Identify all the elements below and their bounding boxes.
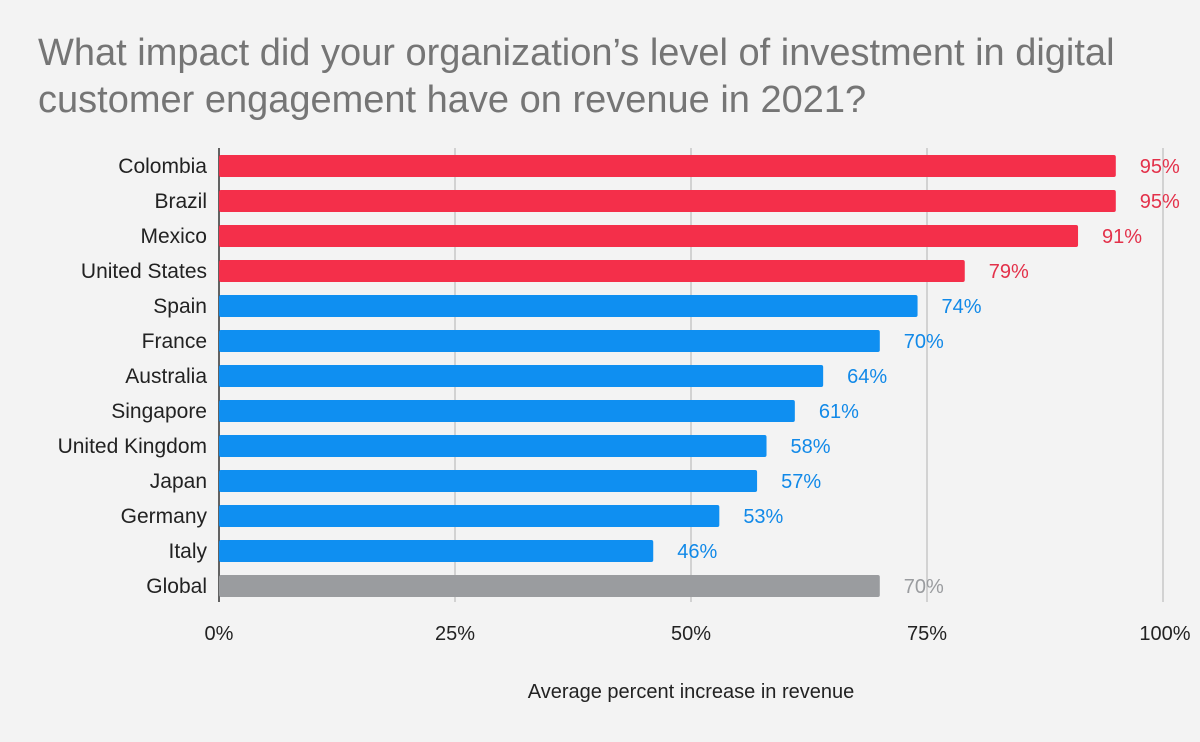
category-label: Global bbox=[146, 575, 207, 598]
value-label: 61% bbox=[819, 401, 859, 423]
bar bbox=[219, 470, 758, 492]
bar bbox=[219, 575, 880, 597]
bar bbox=[219, 225, 1079, 247]
category-label: Italy bbox=[168, 540, 207, 563]
chart-title: What impact did your organization’s leve… bbox=[38, 32, 1115, 121]
category-labels: Colombia Brazil Mexico United States Spain Fr… bbox=[58, 155, 208, 598]
x-tick-label: 25% bbox=[435, 623, 475, 645]
category-label: Australia bbox=[125, 365, 207, 388]
bar bbox=[219, 435, 767, 457]
bar bbox=[219, 330, 880, 352]
x-tick-label: 75% bbox=[907, 623, 947, 645]
value-label: 70% bbox=[904, 576, 944, 598]
bar bbox=[219, 365, 824, 387]
value-label: 79% bbox=[989, 261, 1029, 283]
value-label: 74% bbox=[942, 296, 982, 318]
bar bbox=[219, 260, 965, 282]
value-label: 53% bbox=[743, 506, 783, 528]
category-label: Germany bbox=[121, 505, 208, 528]
value-label: 95% bbox=[1140, 156, 1180, 178]
value-label: 57% bbox=[781, 471, 821, 493]
x-tick-label: 0% bbox=[205, 623, 234, 645]
value-label: 95% bbox=[1140, 191, 1180, 213]
category-label: Colombia bbox=[118, 155, 207, 178]
category-label: Spain bbox=[153, 295, 207, 318]
value-labels: 95% 95% 91% 79% 74% 70% 64% 61% 58% 57% 53% 46% 70% bbox=[677, 156, 1180, 598]
category-label: United Kingdom bbox=[58, 435, 207, 458]
category-label: United States bbox=[81, 260, 207, 283]
category-label: Mexico bbox=[140, 225, 207, 248]
bars bbox=[219, 155, 1116, 597]
bar bbox=[219, 190, 1116, 212]
value-label: 46% bbox=[677, 541, 717, 563]
value-label: 58% bbox=[791, 436, 831, 458]
bar bbox=[219, 295, 918, 317]
bar bbox=[219, 155, 1116, 177]
value-label: 64% bbox=[847, 366, 887, 388]
category-label: Brazil bbox=[154, 190, 207, 213]
x-axis-tick-labels: 0% 25% 50% 75% 100% bbox=[205, 623, 1191, 645]
value-label: 70% bbox=[904, 331, 944, 353]
x-tick-label: 100% bbox=[1139, 623, 1190, 645]
bar bbox=[219, 505, 720, 527]
x-tick-label: 50% bbox=[671, 623, 711, 645]
category-label: France bbox=[142, 330, 207, 353]
value-label: 91% bbox=[1102, 226, 1142, 248]
bar bbox=[219, 400, 795, 422]
x-axis-title: Average percent increase in revenue bbox=[528, 681, 855, 703]
bar bbox=[219, 540, 654, 562]
category-label: Japan bbox=[150, 470, 207, 493]
category-label: Singapore bbox=[111, 400, 207, 423]
